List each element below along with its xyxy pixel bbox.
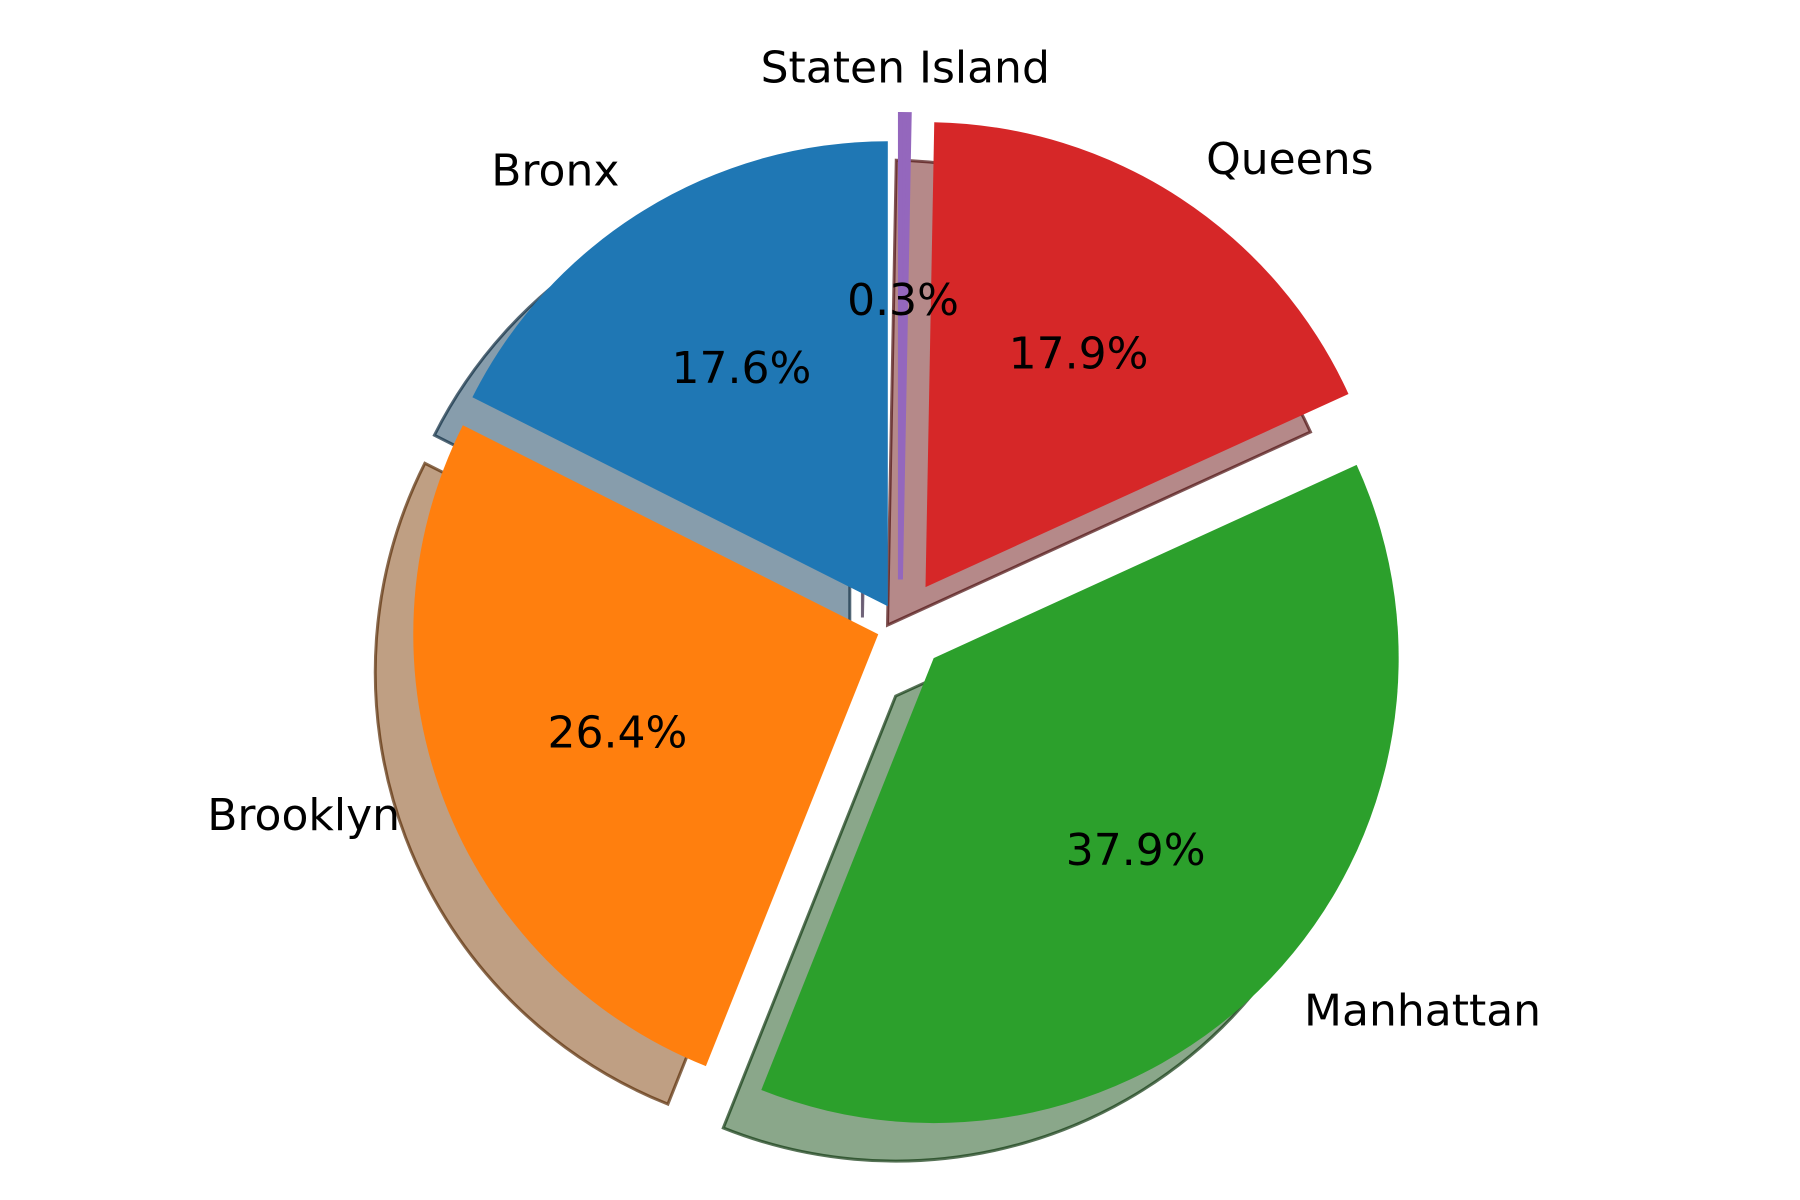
pie-slice-queens	[925, 122, 1349, 588]
pct-label-staten-island: 0.3%	[847, 275, 959, 326]
slice-layer	[413, 112, 1399, 1124]
pct-label-brooklyn: 26.4%	[548, 708, 688, 759]
pie-slice-staten-island	[897, 112, 912, 580]
label-layer: Bronx 17.6% Brooklyn 26.4% Manhattan 37.9% Que…	[207, 43, 1541, 1037]
slice-label-staten-island: Staten Island	[761, 43, 1050, 94]
pie-slice-bronx	[472, 141, 888, 607]
pie-slice-brooklyn	[413, 425, 879, 1067]
pct-label-bronx: 17.6%	[672, 343, 812, 394]
slice-label-queens: Queens	[1206, 134, 1373, 185]
pie-slice-manhattan	[761, 464, 1399, 1124]
slice-label-manhattan: Manhattan	[1304, 985, 1541, 1036]
slice-label-brooklyn: Brooklyn	[207, 790, 400, 841]
pct-label-queens: 17.9%	[1009, 328, 1149, 379]
slice-label-bronx: Bronx	[491, 145, 619, 196]
pct-label-manhattan: 37.9%	[1066, 825, 1206, 876]
